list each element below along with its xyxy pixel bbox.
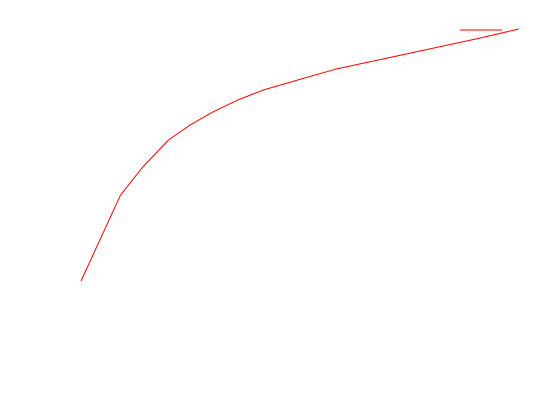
series-line-0	[80, 28, 520, 282]
plot-area	[80, 28, 520, 282]
